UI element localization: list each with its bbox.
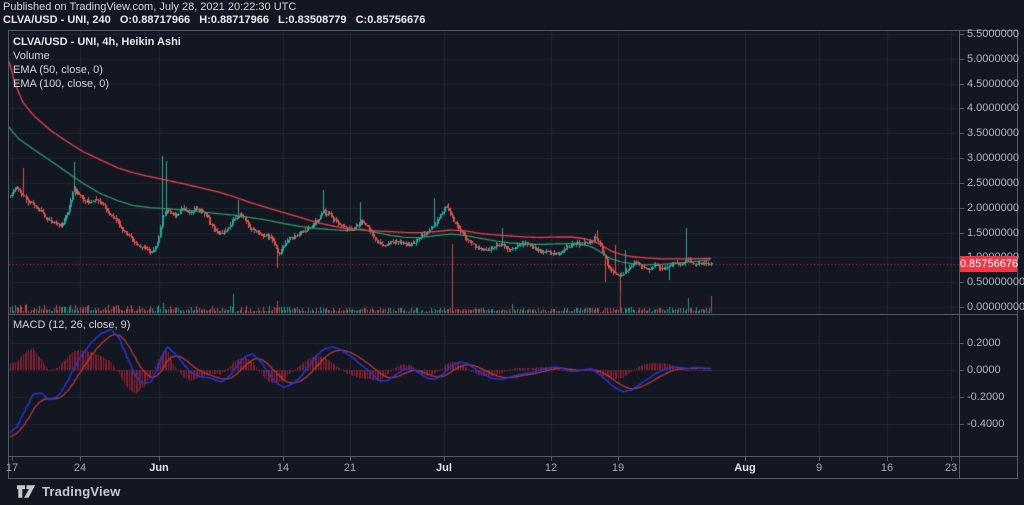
time-axis-label: Jun (149, 462, 169, 474)
price-axis-tick (960, 282, 964, 283)
ohlc-low: L:0.83508779 (278, 14, 347, 26)
price-axis-tick (960, 34, 964, 35)
time-axis-tick (12, 457, 13, 461)
macd-axis-label: 0.2000 (967, 337, 1001, 349)
ohlc-open: O:0.88717966 (119, 14, 191, 26)
legend-volume: Volume (13, 50, 50, 62)
price-axis-tick (960, 108, 964, 109)
symbol-ohlc-line: CLVA/USD - UNI, 240 O:0.88717966 H:0.887… (3, 14, 431, 26)
time-axis-tick (283, 457, 284, 461)
price-axis-tick (960, 84, 964, 85)
macd-pane-canvas[interactable] (9, 314, 959, 456)
price-axis-tick (960, 307, 964, 308)
time-axis-label: 14 (276, 462, 290, 474)
time-axis[interactable]: 17 24 Jun 14 21 Jul 12 19 Aug 9 16 23 (5, 457, 959, 478)
publish-info: Published on TradingView.com, July 28, 2… (3, 1, 297, 13)
legend-ema50: EMA (50, close, 0) (13, 64, 103, 76)
price-axis-separator (959, 31, 960, 478)
time-axis-label: 16 (880, 462, 894, 474)
price-axis-tick (960, 158, 964, 159)
time-axis-divider (9, 456, 1017, 457)
price-axis-tick (960, 133, 964, 134)
time-axis-tick (444, 457, 445, 461)
price-axis-label: 4.0000000 (967, 102, 1019, 114)
macd-axis-tick (960, 343, 964, 344)
symbol-title: CLVA/USD - UNI, 240 (3, 14, 111, 26)
price-axis-tick (960, 233, 964, 234)
macd-axis-label: 0.0000 (967, 364, 1001, 376)
time-axis-label: 21 (343, 462, 357, 474)
time-axis-label: 9 (815, 462, 823, 474)
price-axis-label: 0.50000000 (967, 276, 1024, 288)
price-axis[interactable]: 0.85756676 5.5000000 5.0000000 4.5000000 4.… (960, 28, 1024, 456)
price-axis-label: 2.5000000 (967, 177, 1019, 189)
tradingview-logo-icon (16, 485, 36, 498)
ohlc-close: C:0.85756676 (355, 14, 426, 26)
price-axis-label: 2.0000000 (967, 202, 1019, 214)
time-axis-label: 24 (73, 462, 87, 474)
time-axis-tick (745, 457, 746, 461)
price-axis-label: 3.5000000 (967, 127, 1019, 139)
pane-legend: CLVA/USD - UNI, 4h, Heikin Ashi Volume E… (13, 35, 181, 91)
price-axis-label: 3.0000000 (967, 152, 1019, 164)
time-axis-tick (80, 457, 81, 461)
macd-axis-label: -0.2000 (967, 391, 1005, 403)
price-axis-tick (960, 59, 964, 60)
price-axis-label: 1.5000000 (967, 227, 1019, 239)
time-axis-label: 19 (611, 462, 625, 474)
footer-brand[interactable]: TradingView (16, 483, 121, 500)
time-axis-tick (819, 457, 820, 461)
time-axis-label: 17 (5, 462, 19, 474)
time-axis-tick (159, 457, 160, 461)
pane-divider[interactable] (9, 314, 1017, 315)
time-axis-label: Jul (436, 462, 452, 474)
time-axis-tick (350, 457, 351, 461)
time-axis-label: 12 (544, 462, 558, 474)
macd-axis-tick (960, 424, 964, 425)
legend-symbol: CLVA/USD - UNI, 4h, Heikin Ashi (13, 36, 181, 48)
time-axis-label: 23 (944, 462, 958, 474)
legend-ema100: EMA (100, close, 0) (13, 78, 109, 90)
price-axis-label: 0.00000000 (967, 301, 1024, 313)
ohlc-high: H:0.88717966 (199, 14, 269, 26)
price-axis-tick (960, 183, 964, 184)
last-price-tag: 0.85756676 (960, 256, 1019, 272)
price-axis-tick (960, 208, 964, 209)
price-axis-label: 5.5000000 (967, 28, 1019, 40)
macd-axis-tick (960, 370, 964, 371)
time-axis-tick (887, 457, 888, 461)
brand-wordmark: TradingView (42, 484, 121, 499)
price-pane-canvas[interactable] (9, 31, 959, 314)
price-axis-label: 5.0000000 (967, 53, 1019, 65)
macd-axis-tick (960, 397, 964, 398)
time-axis-tick (551, 457, 552, 461)
macd-axis-label: -0.4000 (967, 418, 1005, 430)
chart-frame: CLVA/USD - UNI, 4h, Heikin Ashi Volume E… (5, 28, 1024, 479)
time-axis-label: Aug (734, 462, 756, 474)
price-axis-label: 4.5000000 (967, 78, 1019, 90)
macd-legend: MACD (12, 26, close, 9) (13, 319, 131, 331)
time-axis-tick (951, 457, 952, 461)
time-axis-tick (618, 457, 619, 461)
